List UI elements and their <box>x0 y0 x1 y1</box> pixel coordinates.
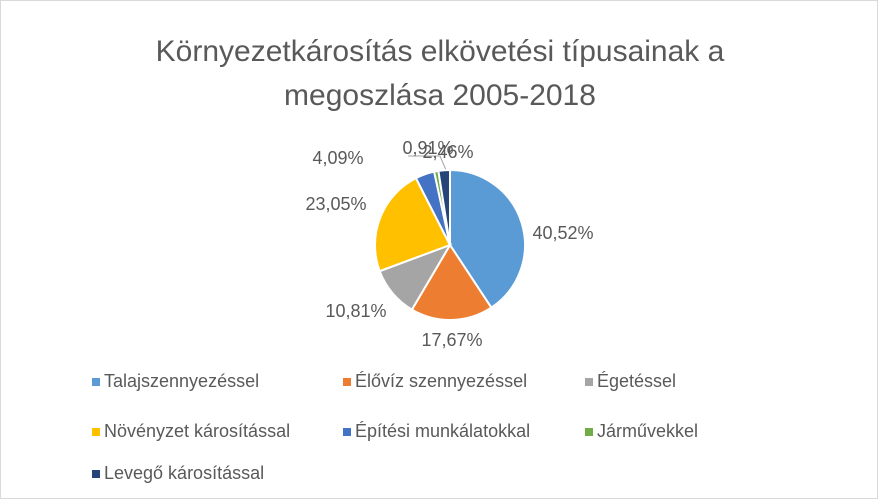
leader-line <box>408 155 447 171</box>
legend-swatch <box>343 428 351 436</box>
legend-label: Építési munkálatokkal <box>355 421 530 441</box>
data-label: 4,09% <box>312 148 363 168</box>
data-label: 10,81% <box>325 301 386 321</box>
data-label: 0,91% <box>402 138 453 158</box>
legend-swatch <box>92 378 100 386</box>
title-box: Környezetkárosítás elkövetési típusainak… <box>155 35 725 112</box>
data-label: 23,05% <box>305 194 366 214</box>
legend-swatch <box>92 470 100 478</box>
legend-label: Égetéssel <box>597 371 676 391</box>
data-label: 2,46% <box>422 142 473 162</box>
pie-slice <box>410 243 493 321</box>
legend-label: Talajszennyezéssel <box>104 371 259 391</box>
legend-swatch <box>585 428 593 436</box>
data-label: 17,67% <box>421 330 482 350</box>
legend-swatch <box>92 428 100 436</box>
legend-label: Járművekkel <box>597 421 698 441</box>
legend-swatch <box>343 378 351 386</box>
legend-label: Élővíz szennyezéssel <box>355 371 527 391</box>
chart-title: Környezetkárosítás elkövetési típusainak… <box>155 35 725 112</box>
legend-label: Levegő károsítással <box>104 463 264 483</box>
legend-swatch <box>585 378 593 386</box>
legend-label: Növényzet károsítással <box>104 421 290 441</box>
pie-slice <box>374 176 452 273</box>
data-label: 40,52% <box>532 223 593 243</box>
pie-slice <box>437 168 451 246</box>
